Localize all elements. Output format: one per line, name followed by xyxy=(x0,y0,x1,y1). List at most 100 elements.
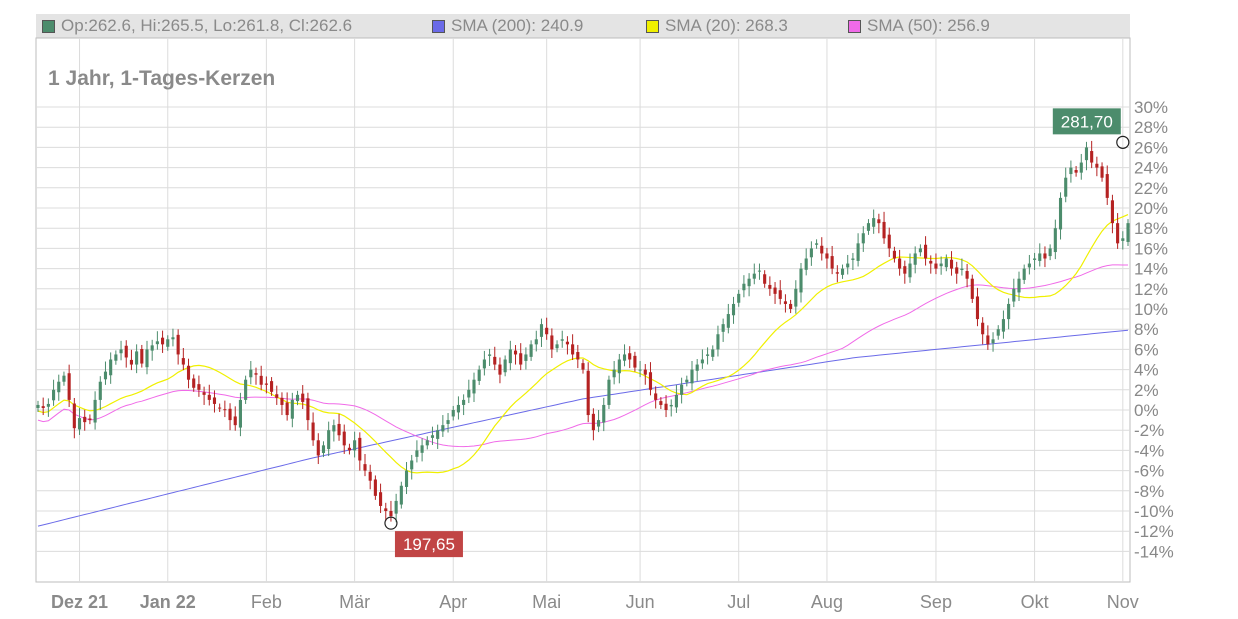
candle-body xyxy=(161,337,165,345)
x-tick-label: Nov xyxy=(1107,592,1139,612)
candle-body xyxy=(1058,197,1063,230)
x-tick-label: Mai xyxy=(532,592,561,612)
candle-body xyxy=(820,245,824,254)
candle-body xyxy=(72,403,76,429)
sma50-swatch xyxy=(848,19,861,33)
candle-body xyxy=(513,350,518,355)
candle-body xyxy=(451,410,455,417)
x-tick-label: Apr xyxy=(439,592,467,612)
candle-body xyxy=(373,479,377,496)
candle-body xyxy=(1069,167,1073,175)
candle-body xyxy=(415,450,419,457)
candle-body xyxy=(223,409,227,411)
candle-body xyxy=(436,430,440,439)
candle-body xyxy=(664,403,668,410)
candle-body xyxy=(119,349,123,354)
candle-body xyxy=(306,398,310,421)
candle-body xyxy=(747,278,751,287)
y-tick-label: -4% xyxy=(1134,441,1164,460)
candle-body xyxy=(508,349,512,364)
candle-body xyxy=(789,303,793,309)
candle-body xyxy=(285,402,289,416)
candle-body xyxy=(311,422,315,441)
annotation-label: 197,65 xyxy=(403,535,455,554)
x-tick-label: Jul xyxy=(727,592,750,612)
candle-body xyxy=(648,372,653,390)
candle-body xyxy=(1110,200,1114,224)
candle-body xyxy=(488,354,492,356)
candle-body xyxy=(981,322,985,335)
candle-body xyxy=(633,355,637,368)
y-tick-label: 12% xyxy=(1134,280,1168,299)
candle-body xyxy=(643,369,647,375)
candle-body xyxy=(752,273,756,279)
candle-body xyxy=(555,344,559,349)
legend-bar: Op:262.6, Hi:265.5, Lo:261.8, Cl:262.6 S… xyxy=(36,14,1130,38)
candle-body xyxy=(129,359,133,365)
candle-body xyxy=(908,263,912,278)
candle-body xyxy=(607,379,611,405)
y-tick-label: -12% xyxy=(1134,522,1174,541)
candle-body xyxy=(259,375,263,385)
candle-body xyxy=(135,351,139,365)
candle-body xyxy=(1079,162,1083,173)
candle-body xyxy=(358,437,362,461)
candle-body xyxy=(903,266,907,274)
candle-body xyxy=(1053,228,1057,253)
candle-body xyxy=(228,408,232,421)
x-tick-label: Sep xyxy=(920,592,952,612)
candle-body xyxy=(192,378,196,388)
candle-body xyxy=(389,511,393,517)
candle-body xyxy=(892,250,896,259)
candle-body xyxy=(109,359,113,376)
candle-body xyxy=(721,324,725,332)
candle-body xyxy=(410,460,414,470)
y-tick-label: 14% xyxy=(1134,260,1168,279)
candle-body xyxy=(659,401,663,405)
candle-body xyxy=(986,335,990,345)
legend-sma200: SMA (200): 240.9 xyxy=(432,16,584,35)
candle-body xyxy=(716,334,720,350)
candle-body xyxy=(446,420,450,424)
y-tick-label: 18% xyxy=(1134,219,1168,238)
candle-body xyxy=(939,263,943,267)
sma50-line xyxy=(37,264,1128,448)
candle-body xyxy=(830,256,834,269)
candle-body xyxy=(186,365,191,380)
candle-body xyxy=(996,329,1000,336)
candle-body xyxy=(929,260,933,264)
candle-body xyxy=(36,404,40,408)
candle-body xyxy=(576,352,580,360)
candle-body xyxy=(1022,268,1026,280)
annotation-marker xyxy=(1116,135,1130,149)
candle-body xyxy=(238,399,242,428)
legend-sma200-label: SMA (200): 240.9 xyxy=(451,16,584,35)
candle-body xyxy=(425,440,429,446)
candle-body xyxy=(550,335,554,350)
candle-body xyxy=(628,353,632,360)
candle-body xyxy=(420,445,424,453)
candle-body xyxy=(560,339,564,341)
candle-body xyxy=(835,272,839,274)
candle-body xyxy=(1048,248,1052,257)
candle-body xyxy=(794,288,798,307)
candle-body xyxy=(88,418,92,421)
candle-body xyxy=(638,369,642,371)
candle-body xyxy=(197,384,201,390)
candle-body xyxy=(617,359,621,374)
candle-body xyxy=(1033,258,1037,260)
annotation-box xyxy=(1052,108,1121,135)
candle-body xyxy=(503,359,507,373)
candle-body xyxy=(218,407,222,409)
candle-body xyxy=(851,258,855,260)
candle-body xyxy=(41,406,45,408)
candle-body xyxy=(145,349,149,368)
candle-body xyxy=(456,404,460,413)
candle-body xyxy=(571,344,575,355)
candle-body xyxy=(778,290,782,299)
candle-body xyxy=(254,373,258,375)
candle-body xyxy=(949,259,954,269)
candle-body xyxy=(539,324,544,337)
candle-body xyxy=(207,394,211,400)
candle-body xyxy=(669,404,673,407)
